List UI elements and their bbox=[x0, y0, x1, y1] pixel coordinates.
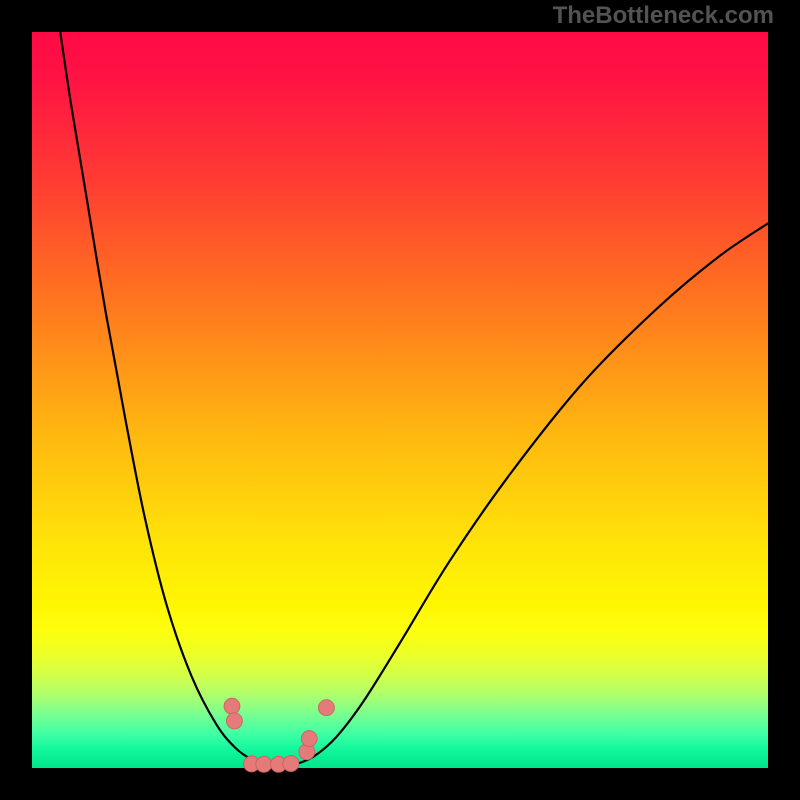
scatter-point bbox=[301, 731, 317, 747]
scatter-point bbox=[256, 756, 272, 772]
scatter-point bbox=[224, 698, 240, 714]
scatter-point bbox=[226, 713, 242, 729]
scatter-point bbox=[318, 700, 334, 716]
gradient-background bbox=[32, 32, 768, 768]
chart-svg bbox=[0, 0, 800, 800]
scatter-point bbox=[283, 756, 299, 772]
chart-stage: TheBottleneck.com bbox=[0, 0, 800, 800]
